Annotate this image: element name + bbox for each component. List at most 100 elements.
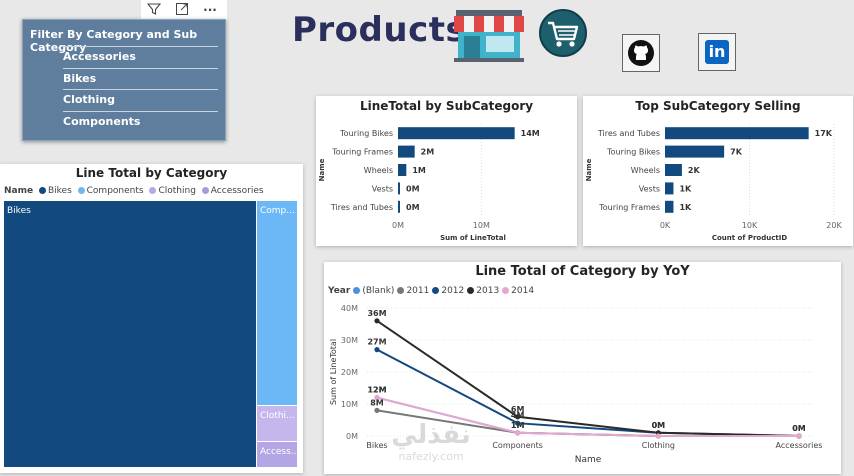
legend-dot — [397, 287, 405, 294]
category-label: Tires and Tubes — [330, 203, 393, 212]
data-point[interactable] — [515, 430, 521, 436]
legend-item[interactable]: 2013 — [476, 286, 500, 296]
x-axis-title: Sum of LineTotal — [440, 234, 506, 242]
category-label: Tires and Tubes — [597, 129, 660, 138]
bar-data-label: 0M — [406, 203, 420, 212]
data-point[interactable] — [515, 420, 521, 426]
bar-data-label: 1K — [679, 203, 692, 212]
bar[interactable] — [665, 164, 682, 176]
slicer-item-accessories[interactable]: Accessories — [63, 46, 218, 67]
category-label: Touring Bikes — [339, 129, 393, 138]
data-point[interactable] — [374, 318, 380, 324]
line-total-by-category-card: Line Total by Category Name Bikes Compon… — [0, 164, 303, 473]
bar[interactable] — [665, 182, 674, 195]
category-label: Vests — [372, 184, 393, 193]
category-label: Touring Frames — [598, 203, 660, 212]
chart-title: Line Total by Category — [75, 166, 228, 180]
treemap-block-clothing[interactable]: Clothi... — [257, 406, 297, 441]
focus-mode-icon[interactable] — [173, 2, 191, 18]
category-label: Touring Frames — [331, 148, 393, 157]
linkedin-button[interactable]: in — [698, 33, 736, 71]
bar[interactable] — [398, 127, 515, 140]
legend-dot — [77, 187, 85, 194]
legend-dot — [432, 287, 440, 294]
legend-item[interactable]: Clothing — [158, 186, 196, 196]
data-label: 0M — [792, 424, 806, 433]
data-point[interactable] — [374, 395, 380, 401]
slicer-item-clothing[interactable]: Clothing — [63, 89, 218, 110]
x-tick-label: 20K — [826, 221, 842, 230]
y-tick-label: 40M — [341, 304, 358, 313]
legend-item[interactable]: (Blank) — [362, 286, 395, 296]
legend-item[interactable]: 2014 — [511, 286, 535, 296]
x-tick-label: Accessories — [776, 441, 823, 450]
bar[interactable] — [398, 164, 407, 176]
legend-dot — [467, 287, 475, 294]
x-tick-label: Components — [492, 441, 543, 450]
line-total-yoy-chart: 0M 10M 20M 30M 40M Bikes Components Clothing Acc… — [329, 304, 823, 465]
linkedin-icon: in — [705, 40, 729, 64]
bar-data-label: 14M — [521, 129, 540, 138]
data-label: 0M — [652, 421, 666, 430]
slicer-item-components[interactable]: Components — [63, 111, 218, 132]
bar[interactable] — [665, 127, 809, 140]
x-tick-label: Clothing — [642, 441, 675, 450]
data-label: 1M — [511, 421, 525, 430]
category-label: Vests — [639, 184, 660, 193]
treemap-block-components[interactable]: Comp... — [257, 201, 297, 405]
y-tick-label: 30M — [341, 336, 358, 345]
bar-data-label: 1M — [412, 166, 426, 175]
linetotal-by-subcategory-card: LineTotal by SubCategory 0M 10M Touring Bi… — [316, 96, 577, 246]
legend-item[interactable]: Components — [86, 186, 144, 196]
x-axis-title: Name — [575, 455, 602, 465]
slicer-item-bikes[interactable]: Bikes — [63, 68, 218, 89]
legend-dot — [149, 187, 157, 194]
data-label: 27M — [367, 338, 386, 347]
bar[interactable] — [398, 182, 400, 195]
series-line[interactable] — [376, 319, 800, 437]
data-point[interactable] — [374, 407, 380, 413]
bar[interactable] — [398, 145, 415, 158]
more-options-button[interactable]: ··· — [203, 3, 217, 17]
watermark-arabic: نفذلي — [391, 420, 471, 450]
linetotal-by-subcategory-chart: 0M 10M Touring Bikes 14M Touring Frames 2M Whe… — [318, 124, 540, 242]
bar-data-label: 2M — [421, 148, 435, 157]
bar-data-label: 2K — [688, 166, 701, 175]
y-axis-title: Name — [585, 158, 593, 181]
bar[interactable] — [665, 145, 725, 158]
bar[interactable] — [665, 200, 674, 213]
category-label: Wheels — [364, 166, 393, 175]
treemap-legend: Name Bikes Components Clothing Accessori… — [4, 186, 264, 196]
chart-title: Line Total of Category by YoY — [475, 264, 690, 279]
legend-title: Year — [328, 286, 351, 296]
legend-dot — [201, 187, 209, 194]
legend-dot — [353, 287, 361, 294]
legend-item[interactable]: 2012 — [441, 286, 465, 296]
legend-dot — [502, 287, 510, 294]
series-line[interactable] — [376, 396, 799, 437]
top-subcategory-selling-card: Top SubCategory Selling 0K 10K 20K Tires an… — [583, 96, 853, 246]
data-label: 0M — [792, 424, 806, 433]
filter-icon[interactable] — [145, 2, 163, 18]
legend-dot — [38, 187, 46, 194]
data-point[interactable] — [515, 414, 521, 420]
legend-item[interactable]: Bikes — [47, 186, 72, 196]
legend-item[interactable]: Accessories — [210, 186, 264, 196]
data-point[interactable] — [796, 433, 802, 439]
treemap-block-bikes[interactable]: Bikes — [4, 201, 256, 467]
x-tick-label: 10K — [742, 221, 758, 230]
data-point[interactable] — [374, 347, 380, 353]
line-chart-legend: Year (Blank) 2011 2012 2013 2014 — [328, 286, 534, 296]
github-button[interactable] — [622, 34, 660, 72]
treemap-block-accessories[interactable]: Access... — [257, 442, 297, 467]
data-point[interactable] — [655, 433, 661, 439]
store-icon — [450, 10, 528, 62]
chart-title: Top SubCategory Selling — [635, 99, 801, 113]
legend-item[interactable]: 2011 — [406, 286, 430, 296]
data-label: 12M — [367, 386, 386, 395]
y-axis-title: Name — [318, 158, 326, 181]
data-label: 6M — [511, 405, 525, 414]
legend-title: Name — [4, 186, 34, 196]
bar[interactable] — [398, 200, 400, 213]
top-subcategory-selling-chart: 0K 10K 20K Tires and Tubes 17K Touring Bikes 7… — [585, 124, 842, 242]
